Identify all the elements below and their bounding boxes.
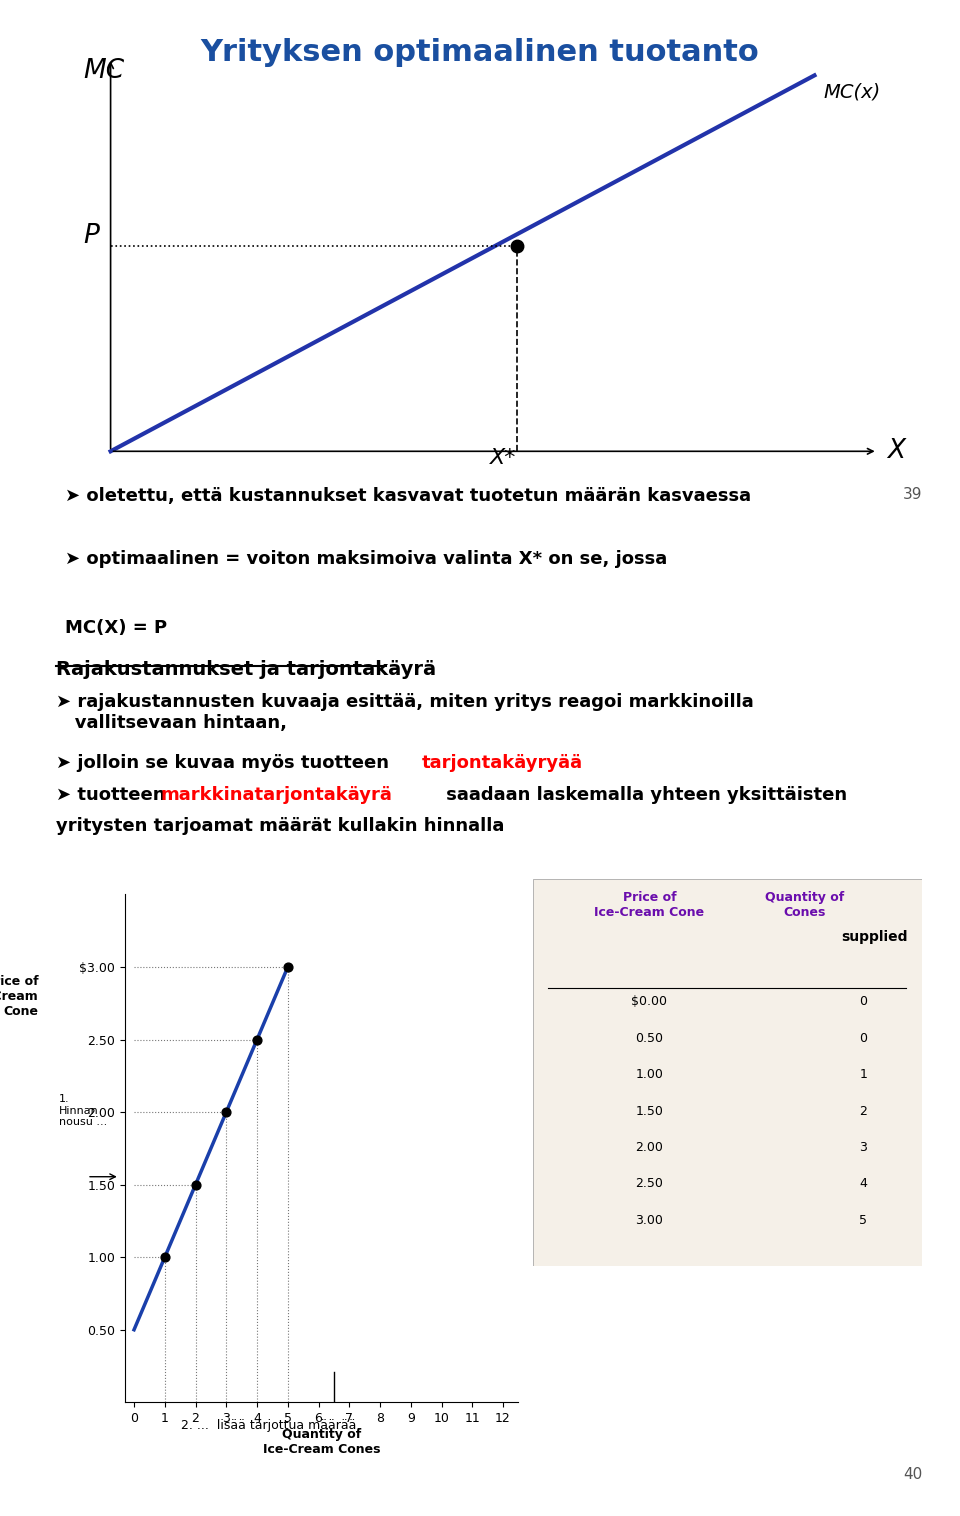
Text: 5: 5 [859, 1214, 867, 1226]
Point [157, 1245, 173, 1269]
Text: ➤ jolloin se kuvaa myös tuotteen: ➤ jolloin se kuvaa myös tuotteen [57, 753, 396, 772]
Text: 4: 4 [859, 1178, 867, 1190]
Text: $0.00: $0.00 [632, 996, 667, 1008]
Text: 2. ...  lisää tarjottua määrää.: 2. ... lisää tarjottua määrää. [181, 1419, 360, 1433]
Text: markkinatarjontakäyrä: markkinatarjontakäyrä [160, 785, 392, 803]
Text: Quantity of
Cones: Quantity of Cones [765, 891, 845, 919]
Text: 39: 39 [903, 487, 923, 502]
FancyBboxPatch shape [533, 879, 922, 1266]
Text: ➤ optimaalinen = voiton maksimoiva valinta X* on se, jossa: ➤ optimaalinen = voiton maksimoiva valin… [65, 550, 668, 567]
Text: 0.50: 0.50 [636, 1032, 663, 1045]
Text: 3.00: 3.00 [636, 1214, 663, 1226]
Text: MC(X) = P: MC(X) = P [65, 619, 168, 637]
Point [280, 955, 296, 979]
Text: tarjontakäyryää: tarjontakäyryää [421, 753, 583, 772]
Text: 0: 0 [859, 996, 867, 1008]
Text: P: P [84, 223, 100, 249]
Text: 1: 1 [859, 1069, 867, 1081]
Text: 2: 2 [859, 1105, 867, 1117]
Text: Price of
Ice-Cream Cone: Price of Ice-Cream Cone [594, 891, 705, 919]
Text: 2.50: 2.50 [636, 1178, 663, 1190]
Text: X*: X* [490, 449, 516, 468]
Text: yritysten tarjoamat määrät kullakin hinnalla: yritysten tarjoamat määrät kullakin hinn… [57, 817, 505, 835]
Point [188, 1172, 204, 1196]
Text: MC(x): MC(x) [824, 83, 880, 102]
Text: 1.50: 1.50 [636, 1105, 663, 1117]
X-axis label: Quantity of
Ice-Cream Cones: Quantity of Ice-Cream Cones [263, 1428, 380, 1455]
Point [250, 1028, 265, 1052]
Text: 2.00: 2.00 [636, 1142, 663, 1154]
Text: 40: 40 [903, 1466, 923, 1481]
Text: ➤ tuotteen: ➤ tuotteen [57, 785, 172, 803]
Text: saadaan laskemalla yhteen yksittäisten: saadaan laskemalla yhteen yksittäisten [440, 785, 847, 803]
Text: 1.00: 1.00 [636, 1069, 663, 1081]
Text: Rajakustannukset ja tarjontakäyrä: Rajakustannukset ja tarjontakäyrä [57, 659, 437, 679]
Text: Yrityksen optimaalinen tuotanto: Yrityksen optimaalinen tuotanto [201, 38, 759, 67]
Text: 0: 0 [859, 1032, 867, 1045]
Y-axis label: Price of
Ice-Cream
Cone: Price of Ice-Cream Cone [0, 975, 38, 1017]
Text: ➤ rajakustannusten kuvaaja esittää, miten yritys reagoi markkinoilla
   vallitse: ➤ rajakustannusten kuvaaja esittää, mite… [57, 693, 755, 732]
Text: MC: MC [84, 58, 125, 85]
Text: 3: 3 [859, 1142, 867, 1154]
Text: X: X [887, 438, 904, 464]
Text: ➤ oletettu, että kustannukset kasvavat tuotetun määrän kasvaessa: ➤ oletettu, että kustannukset kasvavat t… [65, 487, 752, 505]
Point [219, 1101, 234, 1125]
Text: supplied: supplied [842, 929, 908, 943]
Text: 1.
Hinnan
nousu ...: 1. Hinnan nousu ... [60, 1095, 108, 1128]
